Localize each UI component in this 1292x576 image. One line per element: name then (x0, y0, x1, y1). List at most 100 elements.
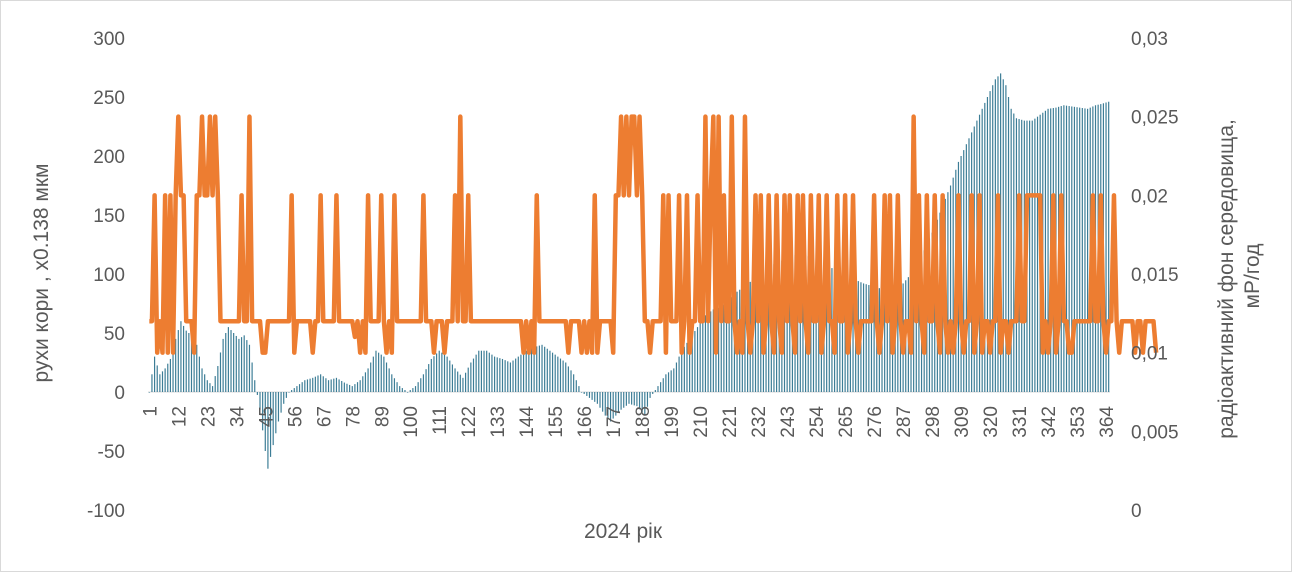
bar (372, 356, 374, 392)
bar (625, 392, 627, 406)
bar (918, 262, 920, 392)
right-tick-label: 0,005 (1131, 422, 1179, 443)
left-tick-label: -50 (98, 442, 125, 463)
bar (399, 386, 401, 392)
bar (483, 350, 485, 392)
bar (1007, 97, 1010, 392)
bar (868, 285, 870, 392)
bar (683, 346, 685, 392)
bar (694, 331, 696, 392)
bar (312, 377, 314, 392)
x-axis-ticks: 1 12 23 34 45 56 67 78 89 100 111 122 133 144 155 166 17… (140, 406, 1118, 438)
bar (670, 370, 672, 392)
x-tick-label: 23 (198, 406, 219, 427)
x-tick-label: 34 (227, 406, 248, 428)
x-tick-label: 353 (1068, 406, 1089, 438)
bar (557, 356, 559, 392)
radiation-line-path (149, 114, 1159, 355)
bar (233, 333, 235, 392)
bar (1071, 106, 1073, 392)
bar (301, 382, 303, 392)
bar (665, 374, 667, 392)
bar (414, 386, 417, 392)
bar (1047, 108, 1049, 393)
bar (549, 350, 551, 392)
bar (913, 270, 915, 392)
bar (768, 268, 770, 392)
bar (512, 360, 514, 392)
bar (565, 362, 567, 392)
bar (327, 380, 330, 392)
bar (710, 311, 712, 392)
bar (530, 348, 533, 392)
bar (201, 368, 203, 392)
bar (248, 344, 251, 392)
bar (367, 368, 369, 392)
bar (889, 290, 891, 392)
bar (430, 358, 432, 392)
bar (559, 358, 562, 392)
x-tick-label: 100 (401, 406, 422, 438)
bar (409, 390, 411, 392)
left-tick-label: 0 (114, 383, 125, 404)
bar (333, 378, 335, 392)
bar (567, 366, 569, 392)
bar (623, 392, 625, 408)
x-tick-label: 45 (256, 406, 277, 427)
bar (1010, 108, 1012, 393)
bar (533, 347, 535, 392)
bar (744, 285, 746, 392)
bar (291, 390, 293, 392)
bar (897, 286, 899, 392)
bar (570, 370, 572, 392)
bar (852, 278, 854, 392)
bar (425, 369, 427, 392)
bar (198, 356, 200, 392)
bar (393, 378, 396, 392)
bar (159, 374, 161, 392)
bar (501, 358, 504, 392)
bar (612, 392, 614, 419)
bar (227, 327, 229, 392)
bar (836, 272, 838, 392)
bar (478, 350, 480, 392)
bar (283, 392, 285, 404)
bar (335, 377, 338, 392)
bar (359, 380, 361, 392)
bar (591, 392, 593, 400)
bar (583, 392, 585, 394)
bar (1036, 116, 1039, 393)
bar (815, 259, 817, 392)
x-tick-label: 320 (981, 406, 1002, 438)
left-tick-label: 250 (93, 88, 125, 109)
bar (934, 226, 936, 392)
bar (1108, 101, 1110, 392)
bar (620, 392, 622, 410)
bar (1084, 108, 1086, 392)
bar (528, 349, 530, 392)
bar (1105, 102, 1107, 393)
bar (628, 392, 630, 404)
bar (383, 356, 385, 392)
bar (240, 337, 243, 392)
bar (826, 265, 828, 392)
bar (217, 366, 219, 392)
bar (546, 348, 548, 392)
bar (1013, 113, 1015, 393)
bar (725, 302, 728, 392)
x-tick-label: 243 (778, 406, 799, 438)
bar (992, 85, 994, 392)
bar (351, 386, 353, 392)
bar (296, 386, 298, 392)
bar (401, 388, 403, 392)
bar (947, 192, 949, 392)
bar (662, 378, 664, 392)
bar (689, 338, 691, 392)
bar (525, 350, 527, 392)
bar (422, 374, 425, 392)
bar (989, 91, 991, 392)
bar (219, 352, 222, 392)
bar (754, 277, 757, 392)
bar (475, 354, 477, 392)
bar (965, 144, 967, 392)
